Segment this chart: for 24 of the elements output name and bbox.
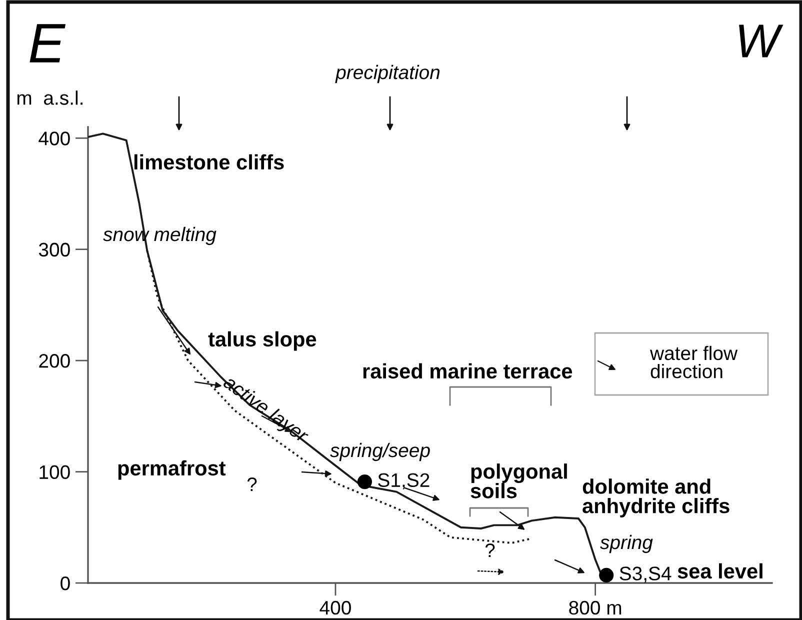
annotation: water flow direction	[650, 346, 738, 378]
annotation: sea level	[678, 563, 762, 579]
x-tick-label: 800 m	[569, 600, 622, 615]
text: E	[30, 24, 66, 62]
annotation: raised marine terrace	[363, 363, 572, 379]
annotation: S3,S4	[620, 566, 672, 583]
annotation: talus slope	[208, 331, 316, 351]
annotation: spring/seep	[330, 442, 430, 462]
y-axis-title: m a.s.l.	[17, 90, 82, 105]
annotation: spring	[600, 534, 653, 554]
annotation: S1,S2	[378, 473, 430, 490]
annotation: permafrost	[118, 460, 226, 480]
y-tick-label: 200	[39, 354, 70, 368]
text: precipitation	[335, 64, 440, 84]
y-tick-label: 400	[38, 132, 70, 146]
y-tick-label: 0	[60, 576, 70, 590]
annotation: dolomite and anhydrite cliffs	[582, 478, 730, 518]
y-tick-label: 100	[40, 465, 70, 480]
y-tick-label: 300	[38, 242, 70, 257]
annotation: ?	[247, 477, 257, 492]
text: W	[739, 24, 784, 58]
annotation: limestone cliffs	[134, 154, 284, 170]
annotation: ?	[485, 543, 495, 558]
annotation: polygonal soils	[470, 464, 567, 498]
